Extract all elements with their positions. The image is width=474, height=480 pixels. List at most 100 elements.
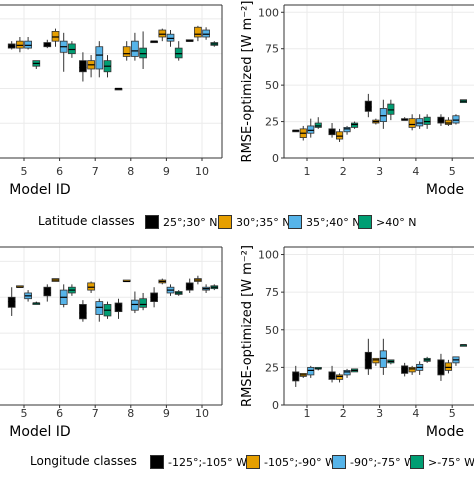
box-body: [335, 374, 344, 380]
box-body: [16, 40, 24, 49]
box: [174, 290, 183, 296]
box: [158, 278, 167, 285]
box-body: [328, 371, 336, 380]
box-body: [51, 31, 60, 42]
box: [408, 114, 416, 131]
y-tick-label: 50: [265, 79, 279, 92]
box-body: [79, 60, 87, 73]
x-axis-title: Model ID: [9, 182, 70, 198]
box: [202, 284, 210, 293]
box: [408, 365, 416, 375]
box: [401, 117, 409, 121]
box: [122, 41, 131, 61]
legend-item: >-75° W: [410, 452, 474, 472]
box-body: [24, 40, 32, 49]
box-body: [314, 122, 322, 128]
box: [95, 41, 104, 78]
box: [16, 36, 24, 53]
box-body: [7, 296, 16, 308]
box: [401, 362, 409, 377]
box: [299, 125, 307, 141]
box: [185, 39, 194, 42]
plot-area: [284, 247, 474, 405]
y-tick-label: 0: [272, 399, 279, 412]
box-body: [372, 357, 380, 364]
box-body: [95, 301, 104, 315]
plot-area: [0, 5, 222, 158]
plot-area: [284, 5, 474, 158]
panel-top-left: 5 6 7 8 9 10 Model ID: [0, 4, 223, 198]
legend-label: 25°;30° N: [163, 215, 218, 229]
box: [416, 361, 424, 375]
box-body: [185, 282, 194, 291]
legend-swatch: [246, 455, 260, 469]
box-body: [131, 299, 139, 311]
box: [32, 60, 41, 69]
box: [299, 372, 307, 378]
x-axis-title: Mode: [426, 182, 464, 198]
x-tick-label: 1: [304, 165, 311, 178]
legend-item: -105°;-90° W: [246, 452, 336, 472]
x-tick-label: 1: [304, 407, 311, 420]
legend-item: -90°;-75° W: [332, 452, 415, 472]
box: [335, 128, 344, 142]
legend-item: 25°;30° N: [145, 212, 217, 232]
box: [379, 99, 387, 129]
x-axis-title: Mode: [426, 424, 464, 440]
box-body: [444, 119, 452, 125]
legend-swatch: [218, 215, 232, 229]
box: [59, 32, 68, 72]
plot-area: [0, 247, 222, 405]
box: [364, 93, 372, 118]
box: [335, 373, 344, 383]
y-tick-label: 0: [272, 152, 279, 165]
box: [87, 281, 95, 293]
box: [24, 36, 32, 50]
box-body: [408, 366, 416, 373]
box-body: [95, 46, 104, 70]
box: [202, 27, 210, 40]
box: [194, 25, 202, 42]
box: [444, 117, 452, 126]
x-tick-label: 8: [127, 165, 134, 178]
legend-swatch: [332, 455, 346, 469]
box: [437, 353, 445, 381]
box: [328, 365, 336, 383]
box: [51, 28, 60, 47]
box: [7, 287, 16, 316]
x-tick-label: 5: [449, 165, 456, 178]
legend-item: 30°;35° N: [218, 212, 290, 232]
x-tick-label: 6: [56, 407, 63, 420]
x-tick-label: 9: [163, 165, 170, 178]
legend-swatch: [145, 215, 159, 229]
box-body: [202, 29, 210, 38]
box-body: [7, 43, 16, 49]
box: [459, 344, 467, 347]
box: [350, 368, 359, 373]
box: [32, 301, 41, 305]
box: [43, 284, 52, 302]
box: [174, 41, 183, 61]
box: [150, 40, 158, 44]
box: [158, 28, 167, 42]
box-body: [343, 369, 351, 376]
box: [292, 129, 300, 133]
box: [343, 368, 351, 378]
box: [210, 41, 219, 47]
box-body: [387, 103, 395, 115]
box: [150, 287, 158, 308]
box-body: [423, 116, 431, 125]
box-body: [307, 125, 315, 134]
box: [387, 359, 395, 365]
legend-label: -125°;-105° W: [168, 455, 248, 469]
y-tick-label: 25: [265, 116, 279, 129]
y-tick-label: 75: [265, 286, 279, 299]
box-body: [364, 351, 372, 370]
legend-swatch: [150, 455, 164, 469]
box: [131, 291, 139, 314]
box: [314, 117, 322, 129]
box-body: [122, 46, 131, 57]
box: [79, 300, 87, 322]
